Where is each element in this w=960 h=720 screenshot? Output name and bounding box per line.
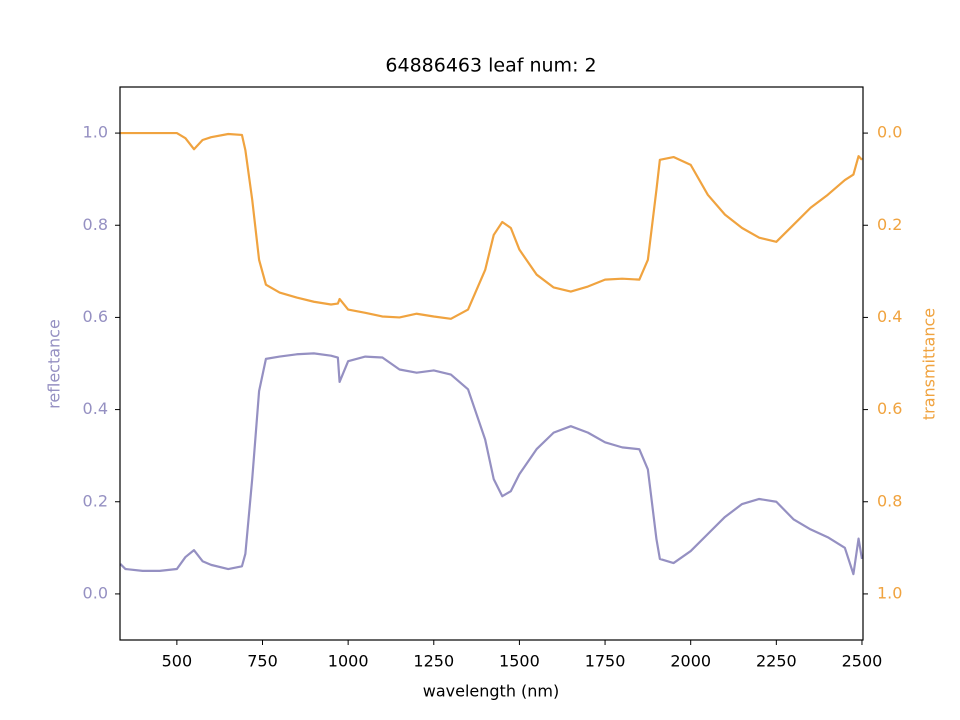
y-tick-label: 0.4 (83, 399, 108, 418)
x-tick-label: 2250 (756, 652, 797, 671)
y2-tick-label: 0.6 (877, 399, 902, 418)
y-tick-label: 0.0 (83, 583, 108, 602)
x-tick-label: 1250 (413, 652, 454, 671)
y2-axis-label: transmittance (920, 308, 939, 420)
chart-title: 64886463 leaf num: 2 (385, 55, 596, 77)
x-tick-label: 2000 (670, 652, 711, 671)
y-tick-label: 0.6 (83, 307, 108, 326)
x-axis-label: wavelength (nm) (423, 682, 560, 701)
x-tick-label: 2500 (842, 652, 883, 671)
y-tick-label: 1.0 (83, 123, 108, 142)
data-line (119, 352, 864, 576)
x-tick-label: 500 (162, 652, 193, 671)
y2-tick-label: 0.4 (877, 307, 902, 326)
y-tick-label: 0.2 (83, 491, 108, 510)
y-tick-label: 0.8 (83, 215, 108, 234)
y2-tick-label: 0.8 (877, 491, 902, 510)
y2-tick-label: 1.0 (877, 583, 902, 602)
y2-tick-label: 0.2 (877, 215, 902, 234)
x-tick-label: 1750 (585, 652, 626, 671)
data-line (120, 131, 863, 320)
x-tick-label: 750 (247, 652, 278, 671)
y-axis-label: reflectance (45, 319, 64, 409)
y2-tick-label: 0.0 (877, 123, 902, 142)
x-tick-label: 1000 (328, 652, 369, 671)
x-tick-label: 1500 (499, 652, 540, 671)
plot-frame (119, 86, 864, 641)
